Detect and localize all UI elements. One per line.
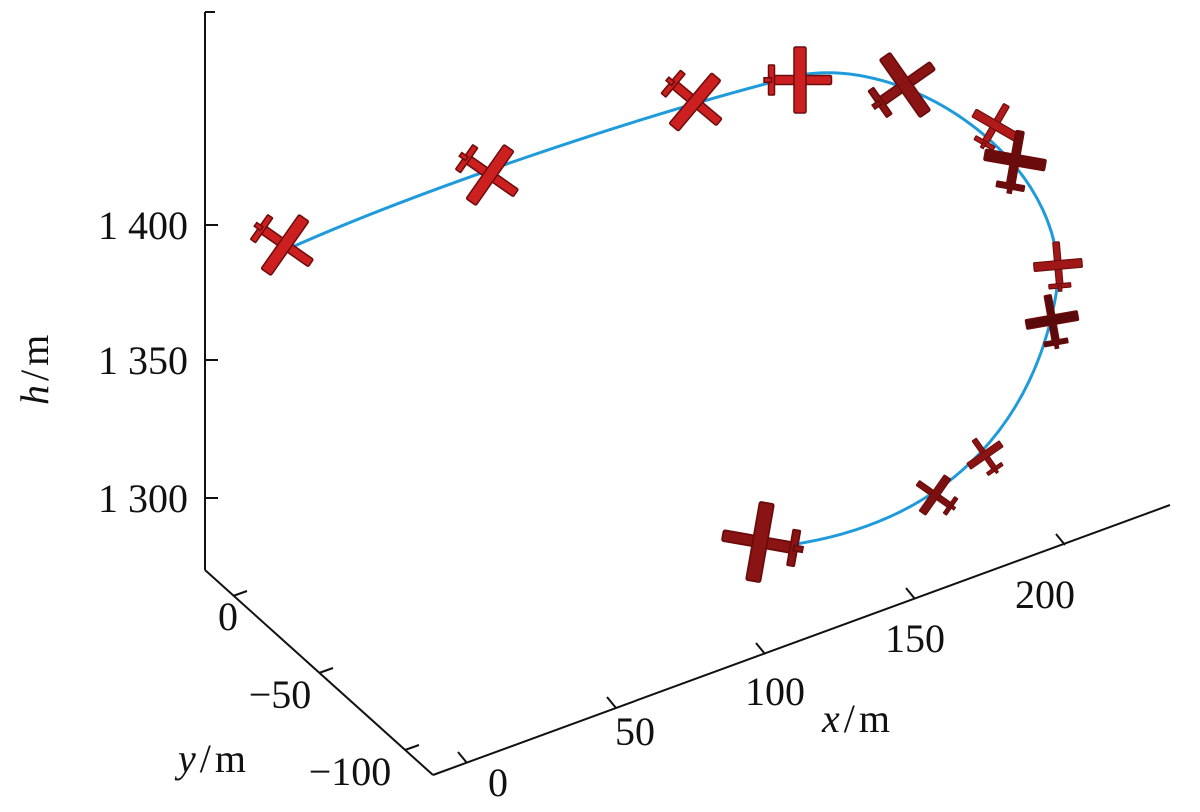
aircraft-markers bbox=[235, 36, 1085, 590]
x-tick-label: 50 bbox=[615, 709, 655, 754]
aircraft-icon bbox=[852, 36, 954, 137]
x-tick-label: 200 bbox=[1015, 572, 1075, 617]
x-tick-mark bbox=[1055, 533, 1066, 546]
x-axis-var: x bbox=[821, 696, 840, 741]
x-tick-label: 0 bbox=[488, 760, 508, 805]
x-axis-line bbox=[432, 504, 1171, 776]
aircraft-icon bbox=[440, 126, 536, 221]
y-tick-mark bbox=[232, 590, 248, 597]
y-axis-tick-labels: 0 −50 −100 bbox=[218, 594, 391, 794]
x-tick-label: 150 bbox=[885, 616, 945, 661]
h-axis-tick-labels: 1 300 1 350 1 400 bbox=[98, 203, 188, 521]
y-axis-var: y bbox=[174, 736, 196, 781]
axes bbox=[204, 11, 1171, 776]
x-tick-mark bbox=[606, 696, 617, 709]
y-axis-label: y / m bbox=[174, 736, 246, 781]
x-tick-mark bbox=[905, 587, 916, 600]
y-tick-mark bbox=[404, 744, 420, 751]
y-tick-mark bbox=[318, 667, 334, 674]
x-axis-tick-labels: 0 50 100 150 200 bbox=[488, 572, 1075, 805]
h-tick-label: 1 300 bbox=[98, 476, 188, 521]
h-axis-sep: / bbox=[12, 369, 57, 381]
x-tick-label: 100 bbox=[745, 669, 805, 714]
aircraft-icon bbox=[763, 46, 833, 114]
aircraft-icon bbox=[645, 52, 742, 149]
aircraft-icon bbox=[714, 495, 811, 590]
x-tick-mark bbox=[755, 642, 766, 655]
y-axis-tick-marks bbox=[232, 590, 420, 751]
aircraft-icon bbox=[1021, 289, 1084, 354]
h-axis-var: h bbox=[12, 385, 57, 405]
x-tick-mark bbox=[457, 751, 468, 764]
x-axis-unit: m bbox=[859, 696, 890, 741]
y-tick-label: −50 bbox=[249, 672, 312, 717]
y-axis-unit: m bbox=[215, 736, 246, 781]
y-tick-label: 0 bbox=[218, 594, 238, 639]
x-axis-sep: / bbox=[844, 696, 856, 741]
h-axis-unit: m bbox=[12, 335, 57, 366]
y-tick-label: −100 bbox=[309, 749, 392, 794]
x-axis-label: x / m bbox=[821, 696, 890, 741]
h-axis-tick-marks bbox=[205, 224, 218, 499]
x-axis-tick-marks bbox=[457, 533, 1066, 764]
h-tick-label: 1 400 bbox=[98, 203, 188, 248]
h-axis-label: h / m bbox=[12, 335, 57, 405]
trajectory-line bbox=[289, 71, 1059, 547]
aircraft-icon bbox=[957, 427, 1015, 485]
aircraft-icon bbox=[1031, 239, 1085, 294]
h-tick-label: 1 350 bbox=[98, 338, 188, 383]
y-axis-sep: / bbox=[200, 736, 212, 781]
aircraft-icon bbox=[235, 196, 331, 291]
